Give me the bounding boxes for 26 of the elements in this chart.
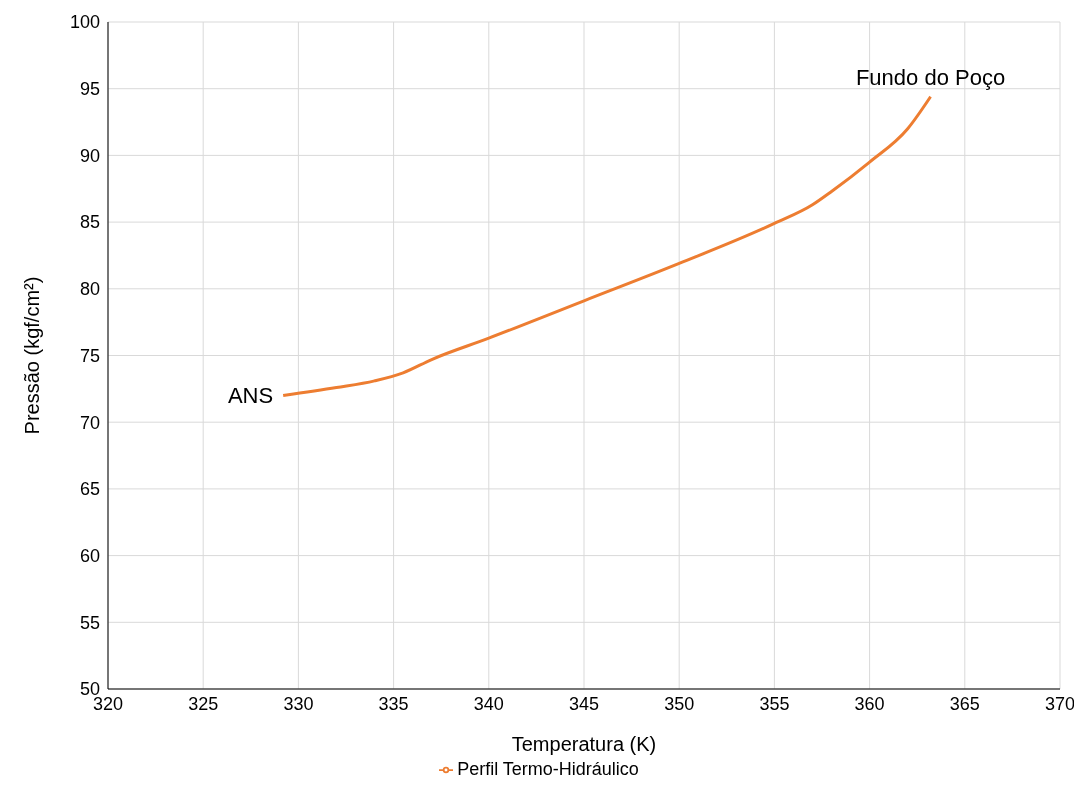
- line-series: [281, 95, 933, 398]
- y-tick-label: 65: [79, 479, 100, 500]
- x-tick-label: 330: [283, 693, 314, 714]
- y-tick-label: 55: [79, 612, 100, 633]
- annotation: ANS: [227, 383, 274, 409]
- x-axis-title: Temperatura (K): [511, 733, 657, 755]
- x-tick-label: 350: [664, 693, 695, 714]
- y-tick-label: 80: [79, 279, 100, 300]
- x-tick-label: 340: [473, 693, 504, 714]
- y-tick-label: 90: [79, 145, 100, 166]
- y-tick-label: 70: [79, 412, 100, 433]
- y-tick-label: 60: [79, 545, 100, 566]
- y-tick-label: 85: [79, 212, 100, 233]
- x-tick-label: 345: [568, 693, 600, 714]
- y-tick-label: 100: [69, 12, 100, 33]
- legend-label: Perfil Termo-Hidráulico: [457, 759, 639, 779]
- x-tick-label: 355: [759, 693, 790, 714]
- y-tick-label: 95: [79, 79, 100, 100]
- x-tick-label: 365: [949, 693, 980, 714]
- x-tick-label: 325: [188, 693, 219, 714]
- y-axis-title: Pressão (kgf/cm²): [21, 276, 44, 435]
- y-tick-label: 75: [79, 345, 100, 366]
- x-tick-label: 370: [1044, 693, 1076, 714]
- annotation: Fundo do Poço: [855, 64, 1006, 90]
- x-tick-label: 335: [378, 693, 409, 714]
- x-tick-label: 360: [854, 693, 885, 714]
